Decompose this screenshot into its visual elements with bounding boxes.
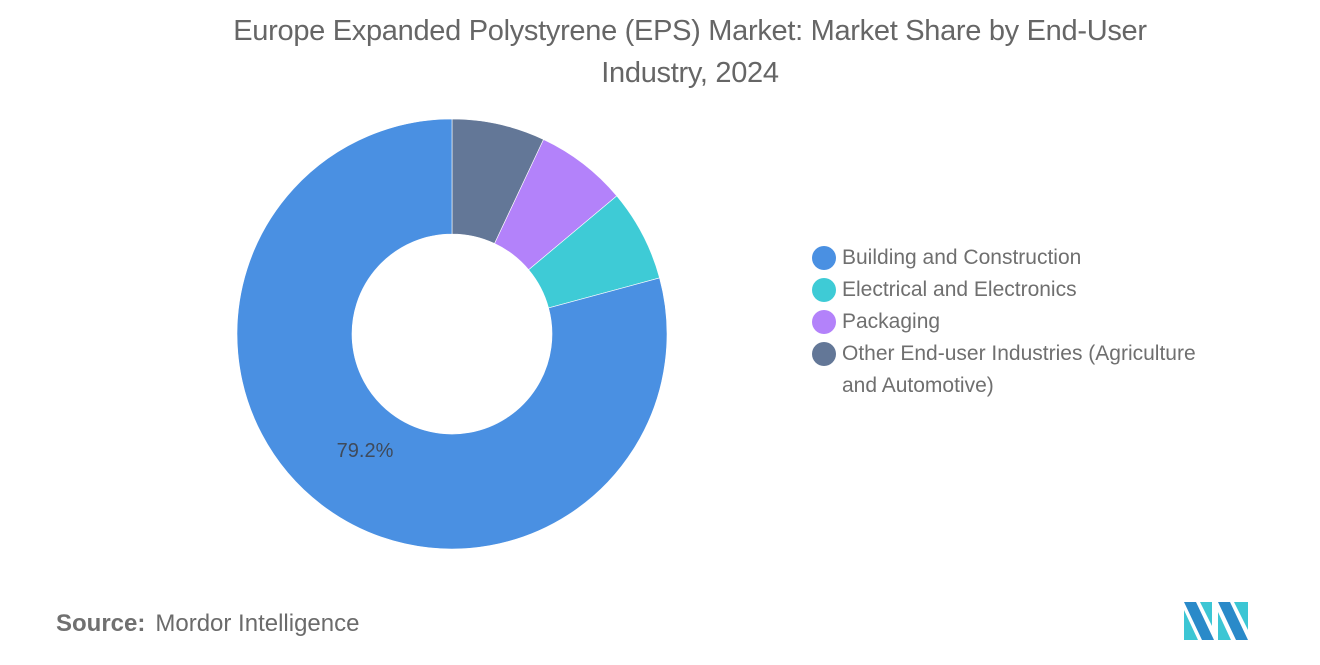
legend-dot-icon <box>812 246 836 270</box>
legend-item-building[interactable]: Building and Construction <box>812 242 1232 274</box>
legend-label: Electrical and Electronics <box>842 278 1077 301</box>
legend-item-packaging[interactable]: Packaging <box>812 306 1232 338</box>
source-key: Source: <box>56 610 146 637</box>
legend: Building and Construction Electrical and… <box>812 242 1232 408</box>
mordor-logo-icon <box>1184 602 1248 640</box>
legend-dot-icon <box>812 342 836 366</box>
legend-dot-icon <box>812 310 836 334</box>
source-note: Source: Mordor Intelligence <box>56 610 359 638</box>
source-value: Mordor Intelligence <box>155 610 360 637</box>
legend-item-other[interactable]: Other End-user Industries (Agriculture a… <box>812 338 1232 402</box>
legend-dot-icon <box>812 278 836 302</box>
slice-building[interactable] <box>236 118 668 550</box>
chart-title-line-1: Europe Expanded Polystyrene (EPS) Market… <box>233 15 1147 47</box>
data-label-building: 79.2% <box>337 440 394 462</box>
donut-slices <box>236 118 668 550</box>
legend-label: Building and Construction <box>842 246 1082 269</box>
legend-item-electrical[interactable]: Electrical and Electronics <box>812 274 1232 306</box>
legend-label: Other End-user Industries (Agriculture a… <box>842 342 1196 397</box>
chart-title-line-2: Industry, 2024 <box>601 57 779 89</box>
chart-title: Europe Expanded Polystyrene (EPS) Market… <box>150 10 1230 94</box>
legend-label: Packaging <box>842 310 941 333</box>
